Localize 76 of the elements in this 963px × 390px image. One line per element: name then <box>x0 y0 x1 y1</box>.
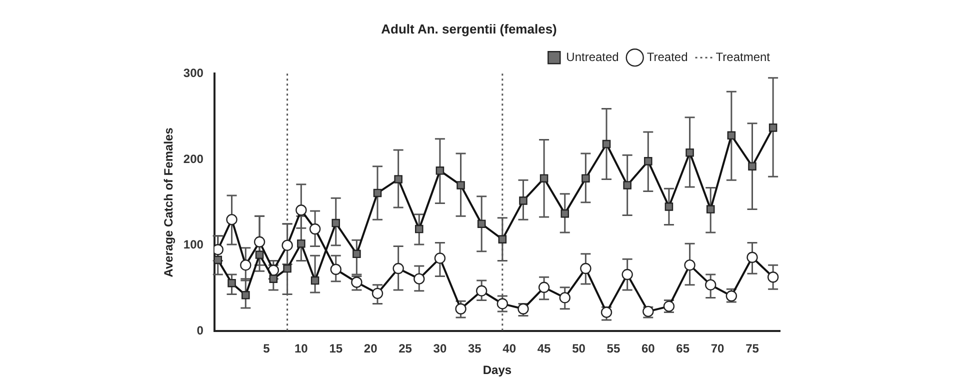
point <box>580 262 592 274</box>
point <box>310 276 320 285</box>
point <box>560 209 570 218</box>
x-tick-label: 65 <box>676 342 690 356</box>
chart-title: Adult An. sergentii (females) <box>381 21 557 36</box>
x-tick-label: 40 <box>502 342 516 356</box>
point <box>414 273 425 284</box>
point <box>242 291 250 300</box>
point <box>582 174 590 182</box>
point <box>372 288 384 300</box>
point <box>228 278 236 288</box>
point <box>297 239 306 248</box>
point <box>255 250 264 259</box>
x-tick-label: 75 <box>746 342 760 356</box>
point <box>748 162 756 170</box>
point <box>559 292 570 304</box>
y-tick-label: 0 <box>196 324 204 338</box>
point <box>664 202 674 211</box>
x-tick-label: 55 <box>606 342 620 356</box>
point <box>727 131 736 140</box>
x-tick-label: 30 <box>433 342 447 356</box>
point <box>746 252 758 263</box>
x-tick-label: 5 <box>263 342 270 356</box>
x-axis-title: Days <box>482 363 512 378</box>
point <box>240 259 252 271</box>
point <box>706 205 715 214</box>
x-tick-label: 35 <box>468 342 482 356</box>
point <box>352 250 361 258</box>
point <box>538 282 550 294</box>
point <box>477 220 486 228</box>
x-tick-label: 45 <box>537 342 552 356</box>
point <box>394 175 402 184</box>
point <box>283 264 292 273</box>
x-tick-label: 70 <box>710 342 725 356</box>
y-tick-label: 100 <box>183 238 204 252</box>
legend-label: Treated <box>646 50 688 64</box>
y-axis-title: Average Catch of Females <box>162 127 176 278</box>
point <box>684 259 696 271</box>
x-tick-label: 10 <box>294 342 308 356</box>
point <box>269 274 278 283</box>
x-tick-label: 60 <box>641 342 656 356</box>
point <box>768 124 778 132</box>
point <box>686 148 694 157</box>
point <box>332 218 340 228</box>
point <box>622 268 633 280</box>
point <box>498 235 507 244</box>
point <box>600 306 612 318</box>
y-tick-label: 200 <box>183 152 204 166</box>
x-tick-label: 25 <box>398 342 412 356</box>
point <box>456 181 465 190</box>
point <box>519 196 528 205</box>
point <box>602 140 611 148</box>
point <box>476 285 488 296</box>
point <box>623 181 632 190</box>
y-tick-label: 300 <box>183 66 204 80</box>
x-tick-label: 50 <box>572 342 586 356</box>
point <box>392 262 404 274</box>
legend-label: Treatment <box>716 50 771 64</box>
point <box>436 166 444 175</box>
x-tick-label: 15 <box>329 342 343 356</box>
x-tick-label: 20 <box>364 342 378 356</box>
point <box>373 188 382 198</box>
point <box>767 272 779 283</box>
point <box>644 157 652 166</box>
point <box>309 223 321 235</box>
point <box>282 240 293 251</box>
point <box>705 279 716 290</box>
point <box>226 214 238 226</box>
legend-label: Untreated <box>566 50 619 64</box>
point <box>254 236 266 248</box>
point <box>415 224 424 234</box>
point <box>330 264 342 275</box>
point <box>540 174 548 182</box>
point <box>296 204 307 216</box>
point <box>434 252 446 264</box>
point <box>351 276 362 288</box>
